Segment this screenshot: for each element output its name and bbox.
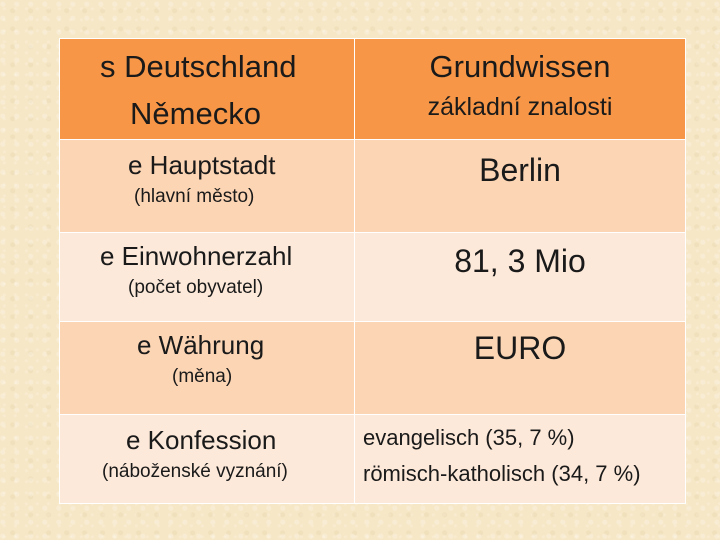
religion-sublabel: (náboženské vyznání) (102, 461, 288, 482)
header-country-german: s Deutschland (100, 49, 297, 84)
header-topic-czech: základní znalosti (427, 93, 613, 121)
label-cell-capital: e Hauptstadt (hlavní město) (59, 139, 355, 233)
currency-value: EURO (473, 330, 567, 366)
label-cell-currency: e Währung (měna) (59, 321, 355, 415)
capital-label: e Hauptstadt (128, 150, 276, 180)
value-cell-religion: evangelisch (35, 7 %) römisch-katholisch… (354, 414, 686, 504)
religion-value-catholic: römisch-katholisch (34, 7 %) (363, 461, 641, 486)
header-cell-topic: Grundwissen základní znalosti (354, 38, 686, 140)
value-cell-capital: Berlin (354, 139, 686, 233)
value-cell-population: 81, 3 Mio (354, 232, 686, 322)
population-sublabel: (počet obyvatel) (128, 277, 264, 298)
currency-label: e Währung (137, 330, 265, 360)
currency-sublabel: (měna) (172, 366, 233, 387)
population-label: e Einwohnerzahl (100, 241, 293, 271)
capital-value: Berlin (479, 152, 561, 188)
capital-sublabel: (hlavní město) (134, 186, 255, 207)
religion-value-protestant: evangelisch (35, 7 %) (363, 425, 575, 450)
info-table-container: s Deutschland Německo Grundwissen základ… (59, 38, 686, 504)
header-country-czech: Německo (130, 96, 261, 131)
header-cell-country: s Deutschland Německo (59, 38, 355, 140)
label-cell-religion: e Konfession (náboženské vyznání) (59, 414, 355, 504)
table-row-population: e Einwohnerzahl (počet obyvatel) 81, 3 M… (59, 232, 686, 322)
table-row-religion: e Konfession (náboženské vyznání) evange… (59, 414, 686, 504)
population-value: 81, 3 Mio (454, 243, 586, 279)
table-row-capital: e Hauptstadt (hlavní město) Berlin (59, 139, 686, 233)
religion-label: e Konfession (126, 425, 277, 455)
label-cell-population: e Einwohnerzahl (počet obyvatel) (59, 232, 355, 322)
germany-facts-table: s Deutschland Německo Grundwissen základ… (59, 38, 686, 504)
table-header-row: s Deutschland Německo Grundwissen základ… (59, 38, 686, 140)
value-cell-currency: EURO (354, 321, 686, 415)
header-topic-german: Grundwissen (429, 49, 611, 84)
table-row-currency: e Währung (měna) EURO (59, 321, 686, 415)
